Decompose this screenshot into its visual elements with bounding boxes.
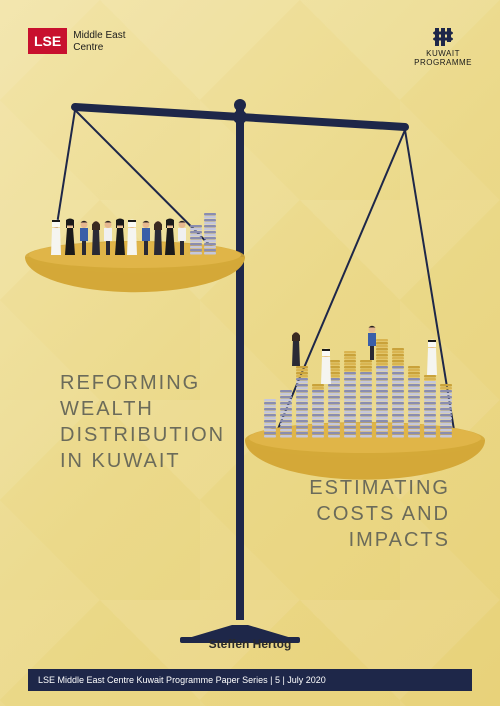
- kuwait-programme-logo: KUWAIT PROGRAMME: [414, 28, 472, 67]
- author-name: Steffen Hertog: [0, 637, 500, 651]
- main-title-left: REFORMING WEALTH DISTRIBUTION IN KUWAIT: [60, 370, 225, 474]
- header: LSE Middle East Centre KUWAIT PROGRAMME: [28, 28, 472, 67]
- kuwait-towers-icon: [414, 28, 472, 46]
- balance-scale-illustration: [0, 95, 500, 635]
- lse-logo-block: LSE Middle East Centre: [28, 28, 125, 54]
- main-title-right: ESTIMATING COSTS AND IMPACTS: [309, 475, 450, 553]
- lse-logo: LSE: [28, 28, 67, 54]
- lse-centre-name: Middle East Centre: [73, 30, 125, 54]
- series-footer: LSE Middle East Centre Kuwait Programme …: [28, 669, 472, 691]
